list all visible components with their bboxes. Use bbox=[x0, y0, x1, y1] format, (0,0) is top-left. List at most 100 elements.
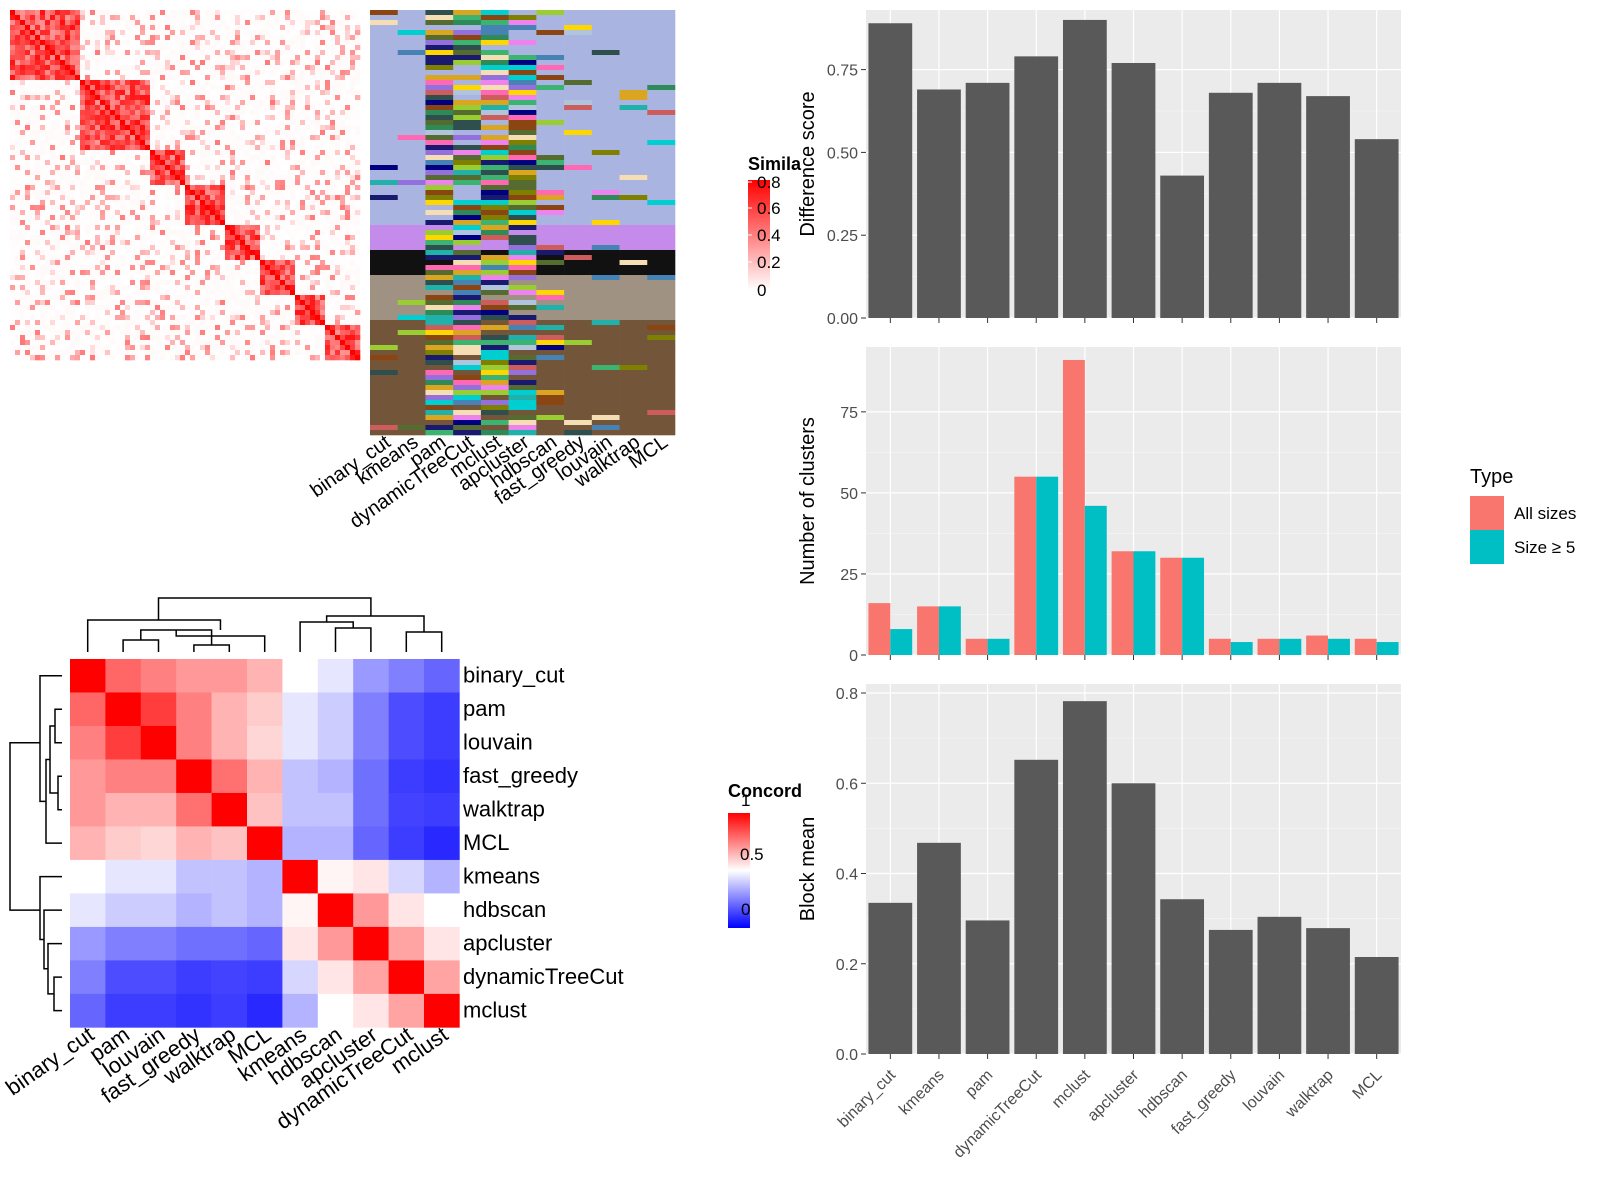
similarity-cell bbox=[330, 15, 336, 21]
similarity-cell bbox=[295, 80, 301, 86]
similarity-cell bbox=[170, 195, 176, 201]
similarity-cell bbox=[150, 85, 156, 91]
similarity-cell bbox=[150, 205, 156, 211]
similarity-cell bbox=[190, 235, 196, 241]
similarity-cell bbox=[150, 350, 156, 356]
similarity-cell bbox=[195, 65, 201, 71]
similarity-cell bbox=[130, 95, 136, 101]
similarity-cell bbox=[175, 40, 181, 46]
similarity-cell bbox=[325, 260, 331, 266]
similarity-cell bbox=[245, 355, 251, 361]
similarity-cell bbox=[95, 270, 101, 276]
similarity-cell bbox=[295, 285, 301, 291]
similarity-cell bbox=[85, 30, 91, 36]
similarity-cell bbox=[70, 115, 76, 121]
similarity-cell bbox=[200, 315, 206, 321]
similarity-cell bbox=[190, 120, 196, 126]
similarity-cell bbox=[10, 200, 16, 206]
similarity-cell bbox=[135, 110, 141, 116]
similarity-cell bbox=[60, 35, 66, 41]
similarity-cell bbox=[50, 230, 56, 236]
similarity-cell bbox=[135, 60, 141, 66]
similarity-cell bbox=[75, 195, 81, 201]
similarity-cell bbox=[225, 70, 231, 76]
similarity-cell bbox=[255, 315, 261, 321]
similarity-cell bbox=[30, 150, 36, 156]
similarity-cell bbox=[335, 280, 341, 286]
similarity-cell bbox=[55, 290, 61, 296]
similarity-cell bbox=[290, 80, 296, 86]
similarity-cell bbox=[110, 150, 116, 156]
similarity-cell bbox=[55, 255, 61, 261]
similarity-cell bbox=[165, 330, 171, 336]
similarity-cell bbox=[320, 225, 326, 231]
similarity-cell bbox=[345, 235, 351, 241]
similarity-cell bbox=[40, 260, 46, 266]
assignment-cell bbox=[370, 390, 399, 396]
similarity-cell bbox=[135, 115, 141, 121]
similarity-cell bbox=[35, 75, 41, 81]
similarity-cell bbox=[100, 225, 106, 231]
similarity-cell bbox=[205, 340, 211, 346]
similarity-cell bbox=[95, 190, 101, 196]
similarity-cell bbox=[145, 340, 151, 346]
similarity-cell bbox=[25, 315, 31, 321]
similarity-cell bbox=[140, 190, 146, 196]
similarity-cell bbox=[170, 60, 176, 66]
similarity-cell bbox=[335, 95, 341, 101]
similarity-cell bbox=[10, 85, 16, 91]
similarity-cell bbox=[125, 260, 131, 266]
similarity-cell bbox=[200, 170, 206, 176]
similarity-cell bbox=[315, 20, 321, 26]
similarity-cell bbox=[245, 160, 251, 166]
similarity-cell bbox=[180, 110, 186, 116]
similarity-cell bbox=[340, 120, 346, 126]
similarity-cell bbox=[310, 65, 316, 71]
similarity-cell bbox=[255, 95, 261, 101]
similarity-cell bbox=[70, 40, 76, 46]
similarity-cell bbox=[240, 275, 246, 281]
similarity-cell bbox=[325, 20, 331, 26]
similarity-cell bbox=[10, 50, 16, 56]
similarity-cell bbox=[200, 260, 206, 266]
similarity-cell bbox=[15, 165, 21, 171]
similarity-cell bbox=[245, 15, 251, 21]
similarity-cell bbox=[80, 250, 86, 256]
similarity-cell bbox=[230, 40, 236, 46]
similarity-cell bbox=[175, 290, 181, 296]
similarity-cell bbox=[305, 80, 311, 86]
similarity-cell bbox=[115, 155, 121, 161]
similarity-cell bbox=[155, 65, 161, 71]
similarity-cell bbox=[90, 120, 96, 126]
similarity-cell bbox=[145, 80, 151, 86]
similarity-cell bbox=[100, 85, 106, 91]
similarity-cell bbox=[95, 320, 101, 326]
similarity-cell bbox=[305, 130, 311, 136]
similarity-cell bbox=[240, 120, 246, 126]
similarity-cell bbox=[35, 280, 41, 286]
similarity-cell bbox=[170, 35, 176, 41]
similarity-cell bbox=[320, 160, 326, 166]
similarity-cell bbox=[85, 10, 91, 16]
similarity-cell bbox=[160, 200, 166, 206]
similarity-cell bbox=[290, 260, 296, 266]
similarity-cell bbox=[95, 165, 101, 171]
similarity-cell bbox=[315, 80, 321, 86]
similarity-cell bbox=[95, 115, 101, 121]
similarity-cell bbox=[180, 85, 186, 91]
similarity-cell bbox=[305, 335, 311, 341]
similarity-cell bbox=[240, 285, 246, 291]
similarity-cell bbox=[335, 275, 341, 281]
similarity-cell bbox=[145, 295, 151, 301]
similarity-cell bbox=[230, 110, 236, 116]
similarity-cell bbox=[45, 155, 51, 161]
similarity-cell bbox=[90, 345, 96, 351]
similarity-cell bbox=[280, 225, 286, 231]
similarity-cell bbox=[65, 345, 71, 351]
similarity-cell bbox=[150, 215, 156, 221]
similarity-cell bbox=[275, 135, 281, 141]
similarity-cell bbox=[240, 20, 246, 26]
similarity-cell bbox=[220, 175, 226, 181]
similarity-cell bbox=[355, 325, 361, 331]
similarity-cell bbox=[140, 315, 146, 321]
